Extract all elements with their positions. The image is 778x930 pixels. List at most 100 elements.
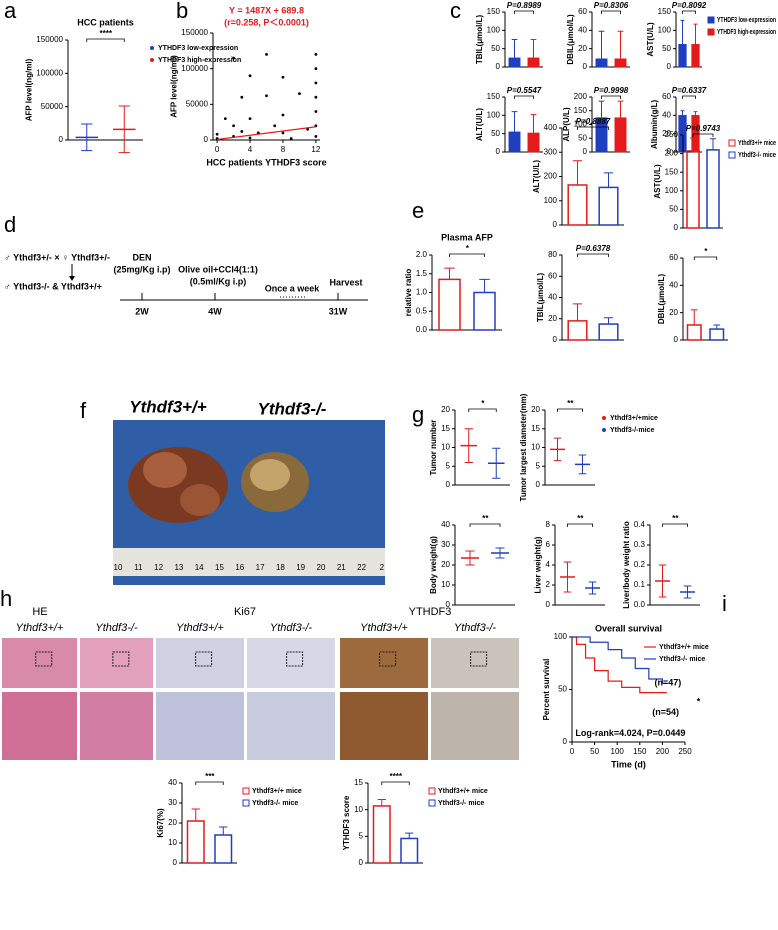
schedule-diagram: ♂ Ythdf3+/- × ♀ Ythdf3+/- ♂ Ythdf3-/- & … xyxy=(4,252,368,316)
frequency-label: Once a week xyxy=(265,283,321,293)
y-tick-label: 20 xyxy=(531,405,540,414)
y-axis-label: AFP level(ng/ml) xyxy=(169,55,178,118)
significance-bracket xyxy=(693,256,718,260)
bar xyxy=(595,58,608,68)
histology: HE Ki67 YTHDF3 Ythdf3+/+ Ythdf3-/- Ythdf3+… xyxy=(2,606,519,760)
y-tick-label: 0.3 xyxy=(634,540,646,549)
significance-bracket xyxy=(86,38,125,42)
legend-label: Ythdf3-/- mice xyxy=(659,656,705,663)
significance-bracket xyxy=(195,781,224,785)
y-axis-label: DBIL(μmol/L) xyxy=(657,274,666,325)
legend-swatch xyxy=(602,416,606,420)
offspring-label: ♂ Ythdf3-/- & Ythdf3+/+ xyxy=(4,281,102,291)
y-tick-label: 150000 xyxy=(181,28,208,37)
y-tick-label: 100 xyxy=(554,632,568,641)
y-tick-label: 20 xyxy=(669,308,678,317)
legend-swatch xyxy=(150,46,154,50)
x-tick-label: 150 xyxy=(633,747,647,756)
bar xyxy=(508,57,521,68)
significance-bracket xyxy=(514,95,534,99)
chart-title: Overall survival xyxy=(595,623,662,633)
y-tick-label: 60 xyxy=(669,253,678,262)
point xyxy=(223,117,227,120)
error-bar xyxy=(495,547,505,559)
ruler-label: 22 xyxy=(357,563,366,572)
legend-label: Ythdf3-/- mice xyxy=(252,800,298,807)
ruler-label: 18 xyxy=(276,563,285,572)
chart-subtitle: (r=0.258, P＜0.0001) xyxy=(224,17,309,27)
y-tick-label: 150 xyxy=(658,7,672,16)
ruler-label: 10 xyxy=(114,563,123,572)
y-tick-label: 10 xyxy=(354,805,363,814)
error-bar xyxy=(511,111,518,132)
annotation: (n=47) xyxy=(654,678,681,688)
point xyxy=(248,136,252,140)
ruler-label: 20 xyxy=(317,563,326,572)
y-axis-label: Percent survival xyxy=(542,659,551,721)
point xyxy=(281,75,285,79)
stain-label: HE xyxy=(32,606,47,618)
y-axis-label: Albumin(g/L) xyxy=(650,100,659,150)
significance-label: P=0.5547 xyxy=(507,86,542,95)
zoom-box xyxy=(35,651,53,667)
error-bar xyxy=(617,100,624,118)
legend-swatch xyxy=(728,139,736,147)
genotype-label: Ythdf3-/- xyxy=(454,622,497,634)
significance-label: * xyxy=(704,247,708,256)
y-tick-label: 20 xyxy=(548,314,557,323)
ruler-label: 11 xyxy=(134,563,143,572)
x-axis-label: Time (d) xyxy=(611,759,646,769)
bar xyxy=(372,805,391,864)
zoom-box xyxy=(379,651,397,667)
legend-label: Ythdf3-/- mice xyxy=(738,152,776,159)
significance-bracket xyxy=(601,95,621,99)
histology-tile xyxy=(80,638,153,688)
ruler-label: 16 xyxy=(235,563,244,572)
y-tick-label: 0 xyxy=(446,600,451,609)
den-label: DEN xyxy=(132,252,151,262)
y-tick-label: 0.1 xyxy=(634,580,646,589)
bar xyxy=(473,291,496,331)
y-tick-label: 15 xyxy=(354,778,363,787)
annotation: (n=54) xyxy=(652,707,679,717)
panel-label: i xyxy=(722,591,727,616)
y-tick-label: 20 xyxy=(168,818,177,827)
ruler-label: 15 xyxy=(215,563,224,572)
legend-swatch xyxy=(150,58,154,62)
y-tick-label: 60 xyxy=(578,7,587,16)
legend-label: Ythdf3+/+mice xyxy=(610,415,658,422)
point xyxy=(281,131,285,135)
histology-tile-zoom xyxy=(80,692,153,760)
y-tick-label: 200 xyxy=(544,172,558,181)
bar xyxy=(400,837,419,864)
point xyxy=(240,130,244,133)
y-tick-label: 80 xyxy=(548,250,557,259)
error-bar xyxy=(444,267,455,280)
annotation: * xyxy=(697,696,701,706)
y-tick-label: 30 xyxy=(168,798,177,807)
y-tick-label: 60 xyxy=(548,271,557,280)
liver-lobe xyxy=(250,459,290,491)
significance-bracket xyxy=(557,408,583,412)
error-bar xyxy=(464,428,473,463)
error-bar xyxy=(680,19,685,45)
y-tick-label: 150000 xyxy=(36,35,63,44)
x-tick-label: 8 xyxy=(281,145,286,154)
error-bar xyxy=(603,317,614,325)
y-tick-label: 50 xyxy=(662,44,671,53)
significance-bracket xyxy=(469,523,501,527)
y-tick-label: 0 xyxy=(553,335,558,344)
y-tick-label: 0.5 xyxy=(416,306,428,315)
bar xyxy=(508,131,521,153)
photo-genotype: Ythdf3+/+ xyxy=(129,397,207,416)
zoom-box xyxy=(195,651,213,667)
y-tick-label: 0 xyxy=(496,62,501,71)
y-tick-label: 10 xyxy=(441,443,450,452)
point xyxy=(248,117,252,120)
ruler-label: 12 xyxy=(154,563,163,572)
legend-swatch xyxy=(242,799,250,807)
point xyxy=(314,67,318,71)
ruler-label: 19 xyxy=(296,563,305,572)
legend-label: Ythdf3+/+ mice xyxy=(438,788,488,795)
y-tick-label: 20 xyxy=(441,405,450,414)
